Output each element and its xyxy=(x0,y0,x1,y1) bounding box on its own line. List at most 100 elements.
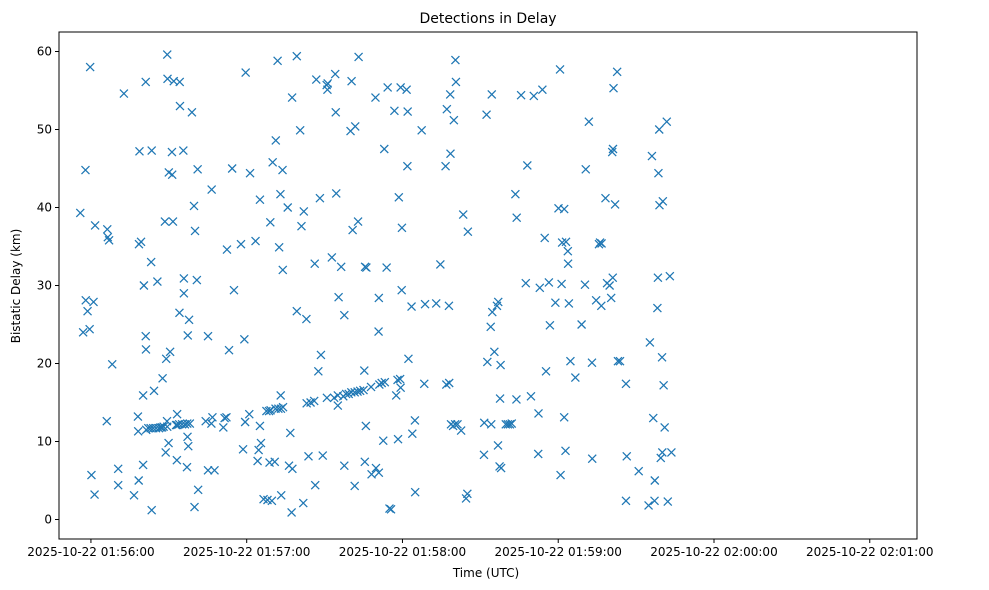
data-point xyxy=(410,415,420,425)
data-point xyxy=(139,281,149,290)
data-point xyxy=(193,164,203,174)
data-point xyxy=(104,235,114,245)
data-point xyxy=(254,445,264,455)
data-point xyxy=(613,356,623,366)
data-point xyxy=(608,144,618,154)
data-point xyxy=(268,157,278,167)
data-point xyxy=(311,75,321,85)
data-point xyxy=(203,465,213,475)
data-point xyxy=(240,417,250,427)
data-point xyxy=(511,394,521,404)
data-point xyxy=(287,93,297,102)
data-point xyxy=(601,193,610,203)
x-tick-label: 2025-10-22 01:57:00 xyxy=(183,545,310,559)
data-point xyxy=(652,303,662,313)
data-point xyxy=(276,391,286,400)
data-point xyxy=(394,192,404,202)
data-point xyxy=(164,438,173,448)
data-point xyxy=(487,307,497,317)
data-point xyxy=(222,245,232,255)
x-tick-label: 2025-10-22 01:58:00 xyxy=(339,545,466,559)
data-point xyxy=(510,189,520,199)
data-point xyxy=(162,422,172,432)
data-point xyxy=(496,463,506,473)
data-point xyxy=(158,373,168,383)
data-point xyxy=(183,441,193,451)
data-point xyxy=(453,419,462,429)
data-point xyxy=(393,375,402,385)
data-point xyxy=(663,497,673,507)
data-point xyxy=(666,447,676,457)
data-point xyxy=(537,85,547,95)
data-point xyxy=(435,259,445,269)
data-point xyxy=(353,387,362,397)
data-point xyxy=(495,394,505,404)
data-point xyxy=(389,106,399,116)
data-point xyxy=(581,164,591,174)
data-point xyxy=(187,107,197,117)
data-point xyxy=(283,203,293,212)
data-point xyxy=(309,396,319,406)
data-point xyxy=(323,79,333,88)
data-point xyxy=(133,412,143,421)
data-point xyxy=(175,101,185,111)
data-point xyxy=(90,490,100,499)
data-point xyxy=(339,310,349,320)
data-point xyxy=(605,281,615,290)
data-point xyxy=(224,345,234,355)
data-point xyxy=(451,77,461,87)
data-point xyxy=(555,64,565,74)
data-point xyxy=(556,470,566,480)
data-point xyxy=(622,451,632,461)
x-tick-label: 2025-10-22 02:01:00 xyxy=(806,545,933,559)
data-point xyxy=(402,161,412,171)
data-point xyxy=(463,227,473,237)
data-markers xyxy=(75,50,676,517)
data-point xyxy=(355,386,365,396)
data-point xyxy=(318,451,328,460)
data-point xyxy=(159,422,169,432)
data-point xyxy=(662,117,672,127)
data-point xyxy=(313,366,323,376)
data-point xyxy=(382,263,392,273)
data-point xyxy=(87,470,96,480)
data-point xyxy=(597,238,607,248)
data-point xyxy=(397,285,407,295)
data-point xyxy=(292,306,302,316)
data-point xyxy=(417,125,427,135)
data-point xyxy=(265,217,275,227)
data-point xyxy=(650,476,660,485)
data-point xyxy=(341,389,351,399)
data-point xyxy=(584,117,594,127)
data-point xyxy=(612,67,622,77)
y-tick-label: 10 xyxy=(37,435,52,449)
data-point xyxy=(336,262,346,272)
data-point xyxy=(656,453,666,463)
data-point xyxy=(134,476,144,485)
y-tick-label: 40 xyxy=(37,201,52,215)
data-point xyxy=(107,359,117,369)
data-point xyxy=(102,416,112,426)
data-point xyxy=(160,217,170,226)
data-point xyxy=(229,285,239,295)
data-point xyxy=(287,508,297,517)
data-point xyxy=(621,496,631,506)
data-point xyxy=(147,146,157,156)
data-point xyxy=(371,93,380,102)
data-point xyxy=(136,237,146,247)
data-point xyxy=(207,412,217,422)
data-point xyxy=(564,298,574,308)
data-point xyxy=(634,466,644,476)
data-point xyxy=(256,438,266,448)
data-point xyxy=(615,356,625,366)
y-tick-label: 20 xyxy=(37,357,52,371)
data-point xyxy=(526,391,536,401)
y-tick-label: 50 xyxy=(37,123,52,137)
data-point xyxy=(456,426,466,436)
data-point xyxy=(378,436,388,446)
data-point xyxy=(393,434,403,444)
data-point xyxy=(441,161,450,171)
data-point xyxy=(278,165,287,175)
data-point xyxy=(493,297,503,307)
data-point xyxy=(419,379,429,389)
